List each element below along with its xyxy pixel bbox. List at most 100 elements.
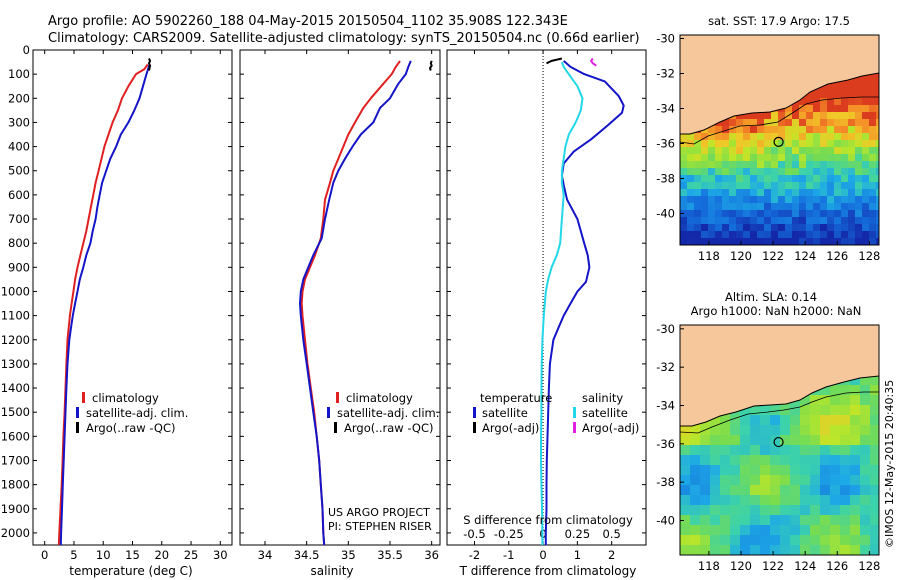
heatmap-cell bbox=[862, 161, 870, 169]
heatmap-cell bbox=[687, 231, 695, 239]
heatmap-cell bbox=[710, 545, 721, 555]
heatmap-cell bbox=[841, 217, 849, 225]
series-line-satellite-adj-clim- bbox=[299, 60, 412, 546]
heatmap-cell bbox=[729, 224, 737, 232]
heatmap-cell bbox=[800, 535, 811, 546]
heatmap-cell bbox=[813, 196, 821, 204]
heatmap-cell bbox=[830, 445, 841, 456]
heatmap-cell bbox=[690, 505, 701, 516]
heatmap-cell bbox=[722, 224, 730, 232]
heatmap-cell bbox=[862, 175, 870, 183]
heatmap-cell bbox=[792, 112, 800, 120]
heatmap-cell bbox=[834, 112, 842, 120]
heatmap-cell bbox=[820, 465, 831, 476]
heatmap-cell bbox=[778, 182, 786, 190]
heatmap-cell bbox=[827, 84, 835, 92]
heatmap-cell bbox=[785, 203, 793, 211]
heatmap-cell bbox=[855, 189, 863, 197]
heatmap-cell bbox=[790, 415, 801, 426]
heatmap-cell bbox=[710, 445, 721, 456]
heatmap-cell bbox=[860, 395, 871, 406]
heatmap-cell bbox=[694, 203, 702, 211]
heatmap-cell bbox=[687, 147, 695, 155]
heatmap-cell bbox=[876, 105, 879, 113]
heatmap-cell bbox=[841, 203, 849, 211]
xtick-label: 35 bbox=[341, 548, 356, 562]
heatmap-cell bbox=[820, 154, 828, 162]
heatmap-cell bbox=[680, 182, 688, 190]
heatmap-cell bbox=[687, 168, 695, 176]
heatmap-cell bbox=[869, 189, 877, 197]
heatmap-cell bbox=[780, 535, 791, 546]
heatmap-cell bbox=[830, 425, 841, 436]
depth-tick-label: 100 bbox=[8, 67, 30, 81]
heatmap-cell bbox=[840, 505, 851, 516]
heatmap-cell bbox=[680, 133, 688, 141]
heatmap-cell bbox=[736, 147, 744, 155]
heatmap-cell bbox=[750, 425, 761, 436]
heatmap-cell bbox=[830, 545, 841, 555]
heatmap-cell bbox=[790, 465, 801, 476]
heatmap-cell bbox=[827, 112, 835, 120]
heatmap-cell bbox=[680, 224, 688, 232]
heatmap-cell bbox=[855, 203, 863, 211]
heatmap-cell bbox=[780, 405, 791, 416]
heatmap-cell bbox=[827, 175, 835, 183]
heatmap-cell bbox=[855, 154, 863, 162]
heatmap-cell bbox=[690, 455, 701, 466]
legend-climatology-swatch bbox=[82, 392, 85, 403]
heatmap-cell bbox=[743, 161, 751, 169]
heatmap-cell bbox=[862, 140, 870, 148]
latitude-tick-label: -36 bbox=[656, 137, 675, 151]
heatmap-cell bbox=[840, 495, 851, 506]
heatmap-cell bbox=[830, 395, 841, 406]
heatmap-cell bbox=[700, 535, 711, 546]
heatmap-cell bbox=[855, 140, 863, 148]
heatmap-cell bbox=[736, 168, 744, 176]
heatmap-cell bbox=[860, 485, 871, 496]
heatmap-cell bbox=[740, 415, 751, 426]
heatmap-cell bbox=[760, 435, 771, 446]
heatmap-cell bbox=[730, 465, 741, 476]
heatmap-cell bbox=[750, 147, 758, 155]
heatmap-cell bbox=[813, 224, 821, 232]
heatmap-cell bbox=[680, 515, 691, 526]
heatmap-cell bbox=[764, 133, 772, 141]
heatmap-cell bbox=[770, 475, 781, 486]
project-annotation: US ARGO PROJECT bbox=[328, 506, 430, 519]
heatmap-cell bbox=[694, 140, 702, 148]
series-line-argo-raw-qc- bbox=[429, 60, 433, 71]
heatmap-cell bbox=[708, 210, 716, 218]
heatmap-cell bbox=[848, 140, 856, 148]
heatmap-cell bbox=[792, 105, 800, 113]
heatmap-cell bbox=[790, 405, 801, 416]
heatmap-cell bbox=[870, 495, 879, 506]
heatmap-cell bbox=[820, 84, 828, 92]
heatmap-cell bbox=[862, 77, 870, 85]
heatmap-cell bbox=[771, 196, 779, 204]
heatmap-cell bbox=[820, 133, 828, 141]
heatmap-cell bbox=[764, 154, 772, 162]
heatmap-cell bbox=[764, 175, 772, 183]
heatmap-cell bbox=[834, 140, 842, 148]
heatmap-cell bbox=[876, 119, 879, 127]
heatmap-cell bbox=[757, 238, 765, 245]
heatmap-cell bbox=[771, 238, 779, 245]
heatmap-cell bbox=[708, 196, 716, 204]
heatmap-cell bbox=[701, 231, 709, 239]
heatmap-cell bbox=[806, 161, 814, 169]
heatmap-cell bbox=[708, 203, 716, 211]
heatmap-cell bbox=[800, 415, 811, 426]
heatmap-cell bbox=[869, 105, 877, 113]
heatmap-cell bbox=[800, 475, 811, 486]
heatmap-cell bbox=[862, 203, 870, 211]
heatmap-cell bbox=[862, 154, 870, 162]
heatmap-cell bbox=[720, 455, 731, 466]
sst-map-panel: sat. SST: 17.9 Argo: 17.5 118 120 122 124 12… bbox=[656, 14, 880, 263]
heatmap-cell bbox=[780, 545, 791, 555]
heatmap-cell bbox=[869, 161, 877, 169]
heatmap-cell bbox=[743, 175, 751, 183]
heatmap-cell bbox=[827, 126, 835, 134]
legend-t-satellite-label: satellite bbox=[482, 406, 528, 420]
sla-map-subtitle: Argo h1000: NaN h2000: NaN bbox=[691, 304, 862, 318]
